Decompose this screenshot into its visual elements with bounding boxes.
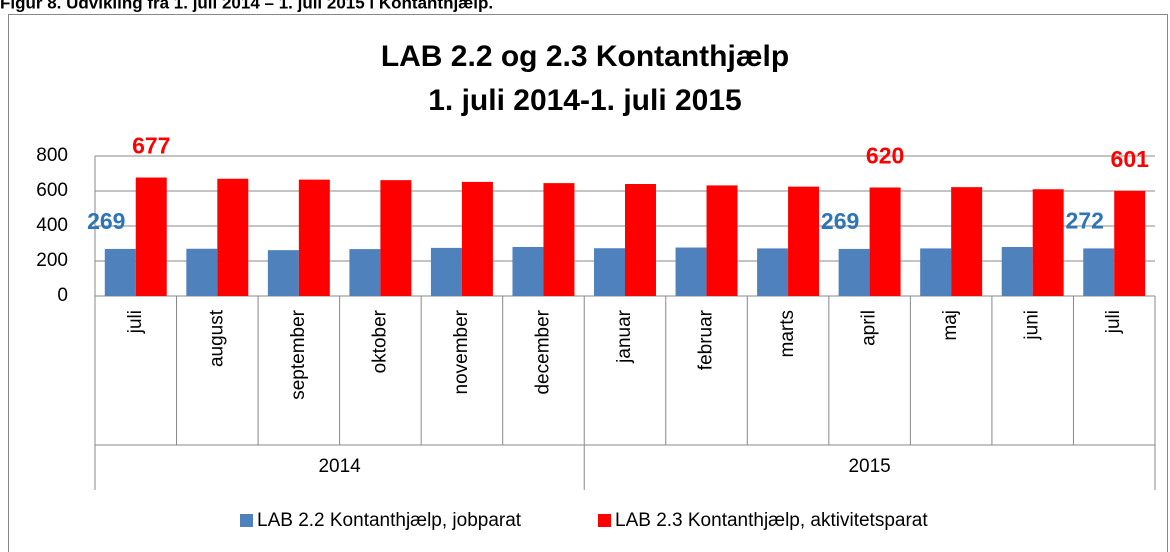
legend-label: LAB 2.3 Kontanthjælp, aktivitetsparat bbox=[615, 510, 928, 531]
bar bbox=[217, 178, 249, 296]
bar bbox=[706, 185, 738, 296]
caption: Figur 8. Udvikling fra 1. juli 2014 – 1.… bbox=[0, 0, 493, 12]
data-label: 272 bbox=[1066, 207, 1104, 233]
bar bbox=[869, 187, 901, 296]
x-tick-label: december bbox=[532, 309, 553, 394]
bar bbox=[186, 248, 218, 296]
x-tick-label: september bbox=[288, 309, 309, 399]
bar bbox=[267, 250, 299, 296]
bar bbox=[788, 186, 820, 296]
x-tick-label: juli bbox=[125, 310, 146, 334]
data-label: 677 bbox=[132, 133, 170, 159]
bar bbox=[1083, 248, 1115, 296]
chart-title: LAB 2.2 og 2.3 Kontanthjælp bbox=[381, 40, 789, 73]
legend-label: LAB 2.2 Kontanthjælp, jobparat bbox=[257, 510, 522, 531]
bar bbox=[430, 247, 462, 296]
bar bbox=[625, 184, 656, 296]
group-label: 2014 bbox=[318, 456, 361, 477]
x-tick-label: februar bbox=[696, 309, 717, 370]
y-tick-label: 800 bbox=[36, 145, 68, 166]
x-tick-label: oktober bbox=[369, 309, 390, 373]
bar bbox=[757, 248, 789, 296]
x-tick-label: juni bbox=[1022, 310, 1043, 341]
bar bbox=[951, 187, 983, 296]
bar bbox=[135, 177, 167, 296]
legend-swatch bbox=[598, 514, 611, 527]
x-tick-label: januar bbox=[614, 309, 635, 363]
bar bbox=[1032, 189, 1064, 296]
x-tick-label: november bbox=[451, 309, 472, 394]
bar bbox=[1114, 190, 1146, 296]
bar bbox=[675, 247, 707, 296]
bar bbox=[298, 179, 330, 296]
chart-title: 1. juli 2014-1. juli 2015 bbox=[428, 84, 742, 117]
bar bbox=[594, 248, 625, 296]
data-label: 620 bbox=[866, 143, 904, 169]
x-tick-label: april bbox=[859, 310, 880, 346]
legend-swatch bbox=[240, 514, 253, 527]
bar bbox=[104, 248, 136, 296]
data-label: 269 bbox=[87, 208, 125, 234]
bar bbox=[461, 181, 493, 296]
y-tick-label: 200 bbox=[36, 250, 68, 271]
y-tick-label: 600 bbox=[36, 180, 68, 201]
x-tick-label: august bbox=[206, 309, 227, 367]
bar bbox=[920, 248, 952, 296]
data-label: 601 bbox=[1111, 146, 1150, 172]
y-tick-label: 0 bbox=[57, 285, 68, 306]
bar bbox=[543, 183, 575, 296]
x-tick-label: maj bbox=[940, 310, 961, 341]
data-label: 269 bbox=[821, 208, 859, 234]
y-tick-label: 400 bbox=[36, 215, 68, 236]
bar bbox=[838, 248, 870, 296]
bar bbox=[349, 249, 381, 296]
bar bbox=[1001, 247, 1033, 296]
group-label: 2015 bbox=[848, 456, 890, 477]
bar bbox=[380, 180, 412, 296]
x-tick-label: marts bbox=[777, 310, 798, 358]
bar bbox=[512, 247, 544, 296]
x-tick-label: juli bbox=[1103, 310, 1124, 334]
